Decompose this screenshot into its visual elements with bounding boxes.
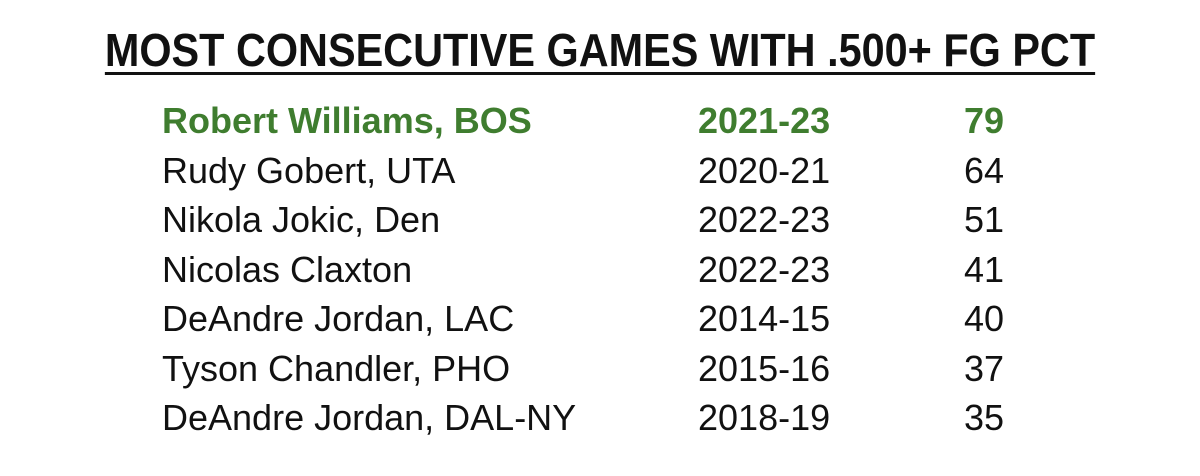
games-count-cell: 64 (964, 149, 1005, 191)
table-row: Tyson Chandler, PHO 2015-16 37 (162, 344, 1062, 394)
table-row-highlighted: Robert Williams, BOS 2021-23 79 (162, 96, 1062, 146)
table-row: Rudy Gobert, UTA 2020-21 64 (162, 146, 1062, 196)
page-title-text: MOST CONSECUTIVE GAMES WITH .500+ FG PCT (104, 24, 1096, 76)
games-count-cell: 51 (964, 199, 1005, 240)
table-row: Nikola Jokic, Den 2022-23 51 (162, 195, 1062, 245)
player-name-cell: DeAndre Jordan, DAL-NY (162, 397, 577, 438)
seasons-cell: 2022-23 (698, 199, 831, 240)
games-count-cell: 79 (964, 100, 1005, 141)
seasons-cell: 2018-19 (698, 397, 831, 438)
games-count-cell: 40 (964, 298, 1005, 339)
player-name-cell: Nikola Jokic, Den (162, 199, 441, 240)
games-count-cell: 35 (964, 397, 1005, 438)
seasons-cell: 2020-21 (698, 149, 831, 191)
stats-table: Robert Williams, BOS 2021-23 79 Rudy Gobert… (162, 96, 1062, 443)
seasons-cell: 2014-15 (698, 298, 831, 339)
seasons-cell: 2021-23 (698, 100, 831, 141)
player-name-cell: DeAndre Jordan, LAC (162, 298, 515, 339)
seasons-cell: 2022-23 (698, 248, 831, 290)
player-name-cell: Nicolas Claxton (162, 248, 413, 290)
table-row: DeAndre Jordan, DAL-NY 2018-19 35 (162, 393, 1062, 443)
games-count-cell: 37 (964, 347, 1005, 389)
page-title: MOST CONSECUTIVE GAMES WITH .500+ FG PCT (60, 22, 1140, 78)
player-name-cell: Rudy Gobert, UTA (162, 149, 456, 191)
games-count-cell: 41 (964, 248, 1005, 290)
table-row: DeAndre Jordan, LAC 2014-15 40 (162, 294, 1062, 344)
table-row: Nicolas Claxton 2022-23 41 (162, 245, 1062, 295)
player-name-cell: Tyson Chandler, PHO (162, 347, 511, 389)
player-name-cell: Robert Williams, BOS (162, 100, 532, 141)
seasons-cell: 2015-16 (698, 347, 831, 389)
